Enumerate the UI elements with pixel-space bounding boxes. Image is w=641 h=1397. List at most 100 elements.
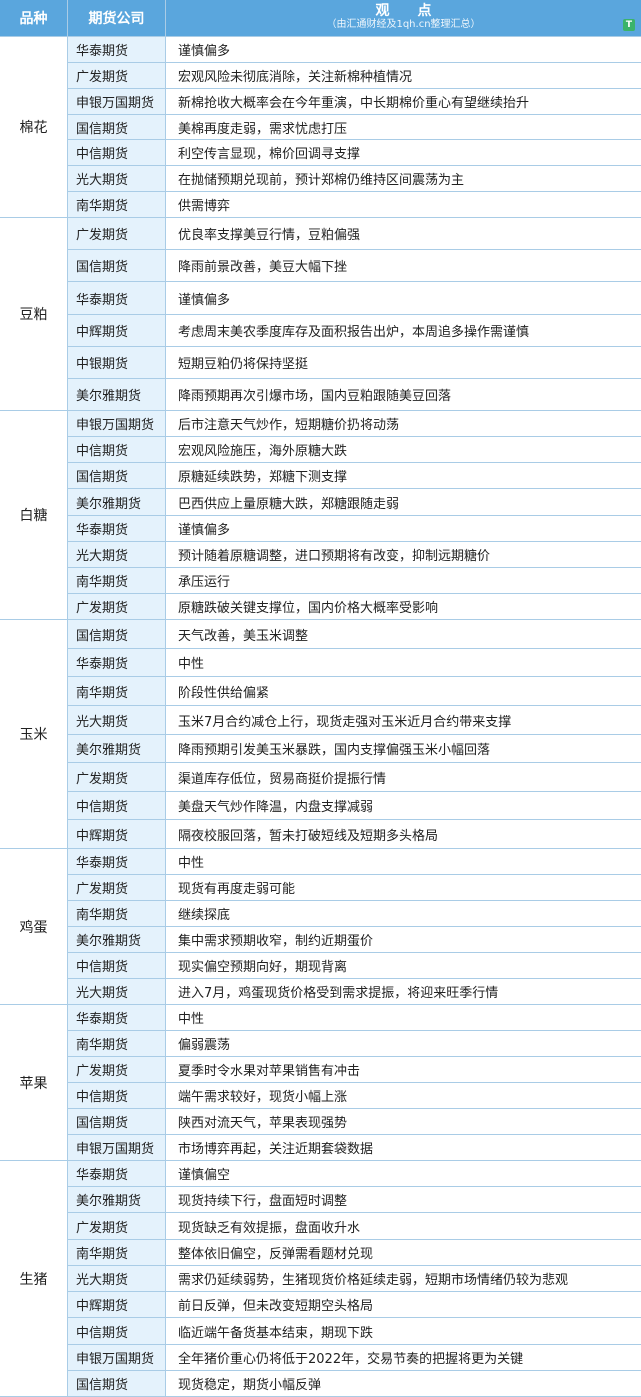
header-view-cell: 观 点 （由汇通财经及1qh.cn整理汇总） T	[166, 0, 641, 37]
view: 中性	[166, 1005, 641, 1031]
company: 中辉期货	[68, 315, 166, 347]
company: 中信期货	[68, 140, 166, 166]
company: 美尔雅期货	[68, 379, 166, 411]
company: 申银万国期货	[68, 89, 166, 115]
company: 中辉期货	[68, 820, 166, 849]
company: 南华期货	[68, 192, 166, 218]
company: 广发期货	[68, 1057, 166, 1083]
view: 谨慎偏多	[166, 516, 641, 542]
view: 现货缺乏有效提振，盘面收升水	[166, 1213, 641, 1240]
view: 宏观风险未彻底消除，关注新棉种植情况	[166, 63, 641, 89]
view: 端午需求较好，现货小幅上涨	[166, 1083, 641, 1109]
variety: 鸡蛋	[0, 849, 68, 1005]
view: 现实偏空预期向好，期现背离	[166, 953, 641, 979]
company: 国信期货	[68, 250, 166, 282]
company: 广发期货	[68, 1213, 166, 1240]
view: 原糖跌破关键支撑位，国内价格大概率受影响	[166, 594, 641, 620]
view: 集中需求预期收窄，制约近期蛋价	[166, 927, 641, 953]
view: 整体依旧偏空，反弹需看题材兑现	[166, 1240, 641, 1266]
view: 继续探底	[166, 901, 641, 927]
view: 天气改善，美玉米调整	[166, 620, 641, 649]
view: 全年猪价重心仍将低于2022年，交易节奏的把握将更为关键	[166, 1345, 641, 1371]
company: 南华期货	[68, 901, 166, 927]
company: 申银万国期货	[68, 1135, 166, 1161]
view: 现货有再度走弱可能	[166, 875, 641, 901]
company: 华泰期货	[68, 516, 166, 542]
view: 美棉再度走弱，需求忧虑打压	[166, 115, 641, 140]
view: 谨慎偏空	[166, 1161, 641, 1187]
variety: 生猪	[0, 1161, 68, 1397]
view: 临近端午备货基本结束，期现下跌	[166, 1318, 641, 1345]
company: 华泰期货	[68, 282, 166, 315]
view: 后市注意天气炒作，短期糖价扔将动荡	[166, 411, 641, 437]
header-subtitle: （由汇通财经及1qh.cn整理汇总）	[326, 19, 481, 30]
company: 国信期货	[68, 620, 166, 649]
view: 在抛储预期兑现前，预计郑棉仍维持区间震荡为主	[166, 166, 641, 192]
variety: 玉米	[0, 620, 68, 849]
company: 华泰期货	[68, 649, 166, 677]
view: 谨慎偏多	[166, 282, 641, 315]
view: 谨慎偏多	[166, 37, 641, 63]
view: 中性	[166, 649, 641, 677]
view: 市场博弈再起，关注近期套袋数据	[166, 1135, 641, 1161]
view: 阶段性供给偏紧	[166, 677, 641, 706]
view: 考虑周末美农季度库存及面积报告出炉，本周追多操作需谨慎	[166, 315, 641, 347]
company: 华泰期货	[68, 1005, 166, 1031]
company: 南华期货	[68, 1031, 166, 1057]
view: 优良率支撑美豆行情，豆粕偏强	[166, 218, 641, 250]
view: 利空传言显现，棉价回调寻支撑	[166, 140, 641, 166]
company: 华泰期货	[68, 1161, 166, 1187]
view: 美盘天气炒作降温，内盘支撑减弱	[166, 792, 641, 820]
company: 申银万国期货	[68, 1345, 166, 1371]
view: 夏季时令水果对苹果销售有冲击	[166, 1057, 641, 1083]
company: 申银万国期货	[68, 411, 166, 437]
company: 国信期货	[68, 1109, 166, 1135]
header-company: 期货公司	[68, 0, 166, 37]
company: 广发期货	[68, 763, 166, 792]
view: 降雨前景改善，美豆大幅下挫	[166, 250, 641, 282]
company: 国信期货	[68, 463, 166, 489]
company: 光大期货	[68, 979, 166, 1005]
view: 前日反弹，但未改变短期空头格局	[166, 1292, 641, 1318]
view: 供需博弈	[166, 192, 641, 218]
view: 陕西对流天气，苹果表现强势	[166, 1109, 641, 1135]
company: 中辉期货	[68, 1292, 166, 1318]
header-variety: 品种	[0, 0, 68, 37]
company: 美尔雅期货	[68, 1187, 166, 1213]
header-view: 观 点	[375, 3, 432, 19]
variety: 棉花	[0, 37, 68, 218]
company: 中信期货	[68, 1318, 166, 1345]
variety: 苹果	[0, 1005, 68, 1161]
view: 巴西供应上量原糖大跌，郑糖跟随走弱	[166, 489, 641, 516]
company: 华泰期货	[68, 37, 166, 63]
view: 新棉抢收大概率会在今年重演，中长期棉价重心有望继续抬升	[166, 89, 641, 115]
view: 隔夜校服回落，暂未打破短线及短期多头格局	[166, 820, 641, 849]
company: 光大期货	[68, 706, 166, 735]
company: 美尔雅期货	[68, 489, 166, 516]
company: 光大期货	[68, 542, 166, 568]
view: 降雨预期再次引爆市场，国内豆粕跟随美豆回落	[166, 379, 641, 411]
company: 南华期货	[68, 568, 166, 594]
company: 广发期货	[68, 594, 166, 620]
view: 渠道库存低位，贸易商挺价提振行情	[166, 763, 641, 792]
view: 预计随着原糖调整，进口预期将有改变，抑制远期糖价	[166, 542, 641, 568]
view: 偏弱震荡	[166, 1031, 641, 1057]
company: 广发期货	[68, 218, 166, 250]
company: 中信期货	[68, 437, 166, 463]
company: 广发期货	[68, 63, 166, 89]
company: 中信期货	[68, 1083, 166, 1109]
view: 现货稳定，期货小幅反弹	[166, 1371, 641, 1397]
company: 美尔雅期货	[68, 735, 166, 763]
company: 国信期货	[68, 115, 166, 140]
company: 中信期货	[68, 953, 166, 979]
view: 降雨预期引发美玉米暴跌，国内支撑偏强玉米小幅回落	[166, 735, 641, 763]
view: 宏观风险施压，海外原糖大跌	[166, 437, 641, 463]
company: 中银期货	[68, 347, 166, 379]
company: 光大期货	[68, 166, 166, 192]
company: 国信期货	[68, 1371, 166, 1397]
variety: 豆粕	[0, 218, 68, 411]
view: 原糖延续跌势，郑糖下测支撑	[166, 463, 641, 489]
company: 南华期货	[68, 1240, 166, 1266]
view: 中性	[166, 849, 641, 875]
